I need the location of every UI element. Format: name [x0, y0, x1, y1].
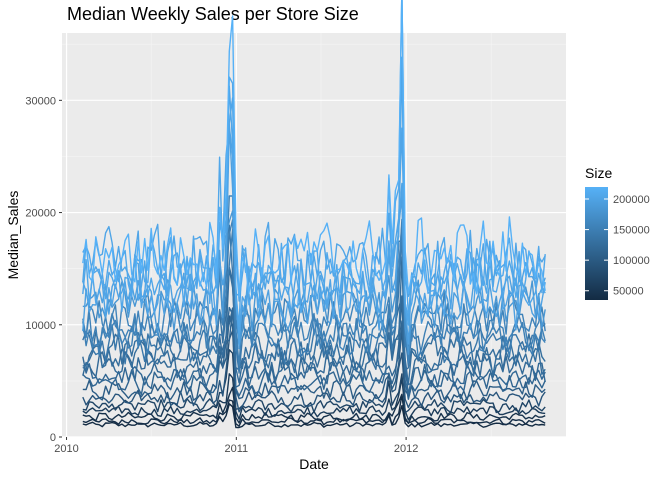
x-axis-title: Date	[299, 456, 329, 472]
series-line	[82, 266, 546, 386]
y-tick-label: 0	[50, 432, 56, 444]
series-line	[82, 307, 546, 388]
series-line	[82, 256, 546, 371]
chart-title: Median Weekly Sales per Store Size	[67, 4, 359, 24]
series-line	[82, 349, 546, 414]
series-line	[82, 403, 546, 429]
legend-tick-label: 200000	[613, 194, 650, 206]
legend-title: Size	[585, 165, 612, 181]
legend-tick-label: 100000	[613, 255, 650, 267]
x-tick-label: 2010	[54, 443, 78, 455]
series-line	[82, 315, 546, 401]
series-line	[82, 123, 546, 346]
x-tick-label: 2011	[224, 443, 248, 455]
series-line	[82, 386, 546, 425]
legend-tick-label: 50000	[613, 286, 644, 298]
series-line	[82, 195, 546, 345]
x-tick-label: 2012	[394, 443, 418, 455]
y-axis-title: Median_Sales	[5, 191, 21, 280]
y-tick-label: 10000	[25, 320, 56, 332]
legend-tick-label: 150000	[613, 225, 650, 237]
legend-colorbar	[585, 187, 608, 300]
series-line	[82, 0, 546, 297]
series-line	[82, 298, 546, 400]
series-line	[82, 125, 546, 335]
y-tick-label: 30000	[25, 95, 56, 107]
series-line	[82, 394, 546, 427]
y-tick-label: 20000	[25, 208, 56, 220]
